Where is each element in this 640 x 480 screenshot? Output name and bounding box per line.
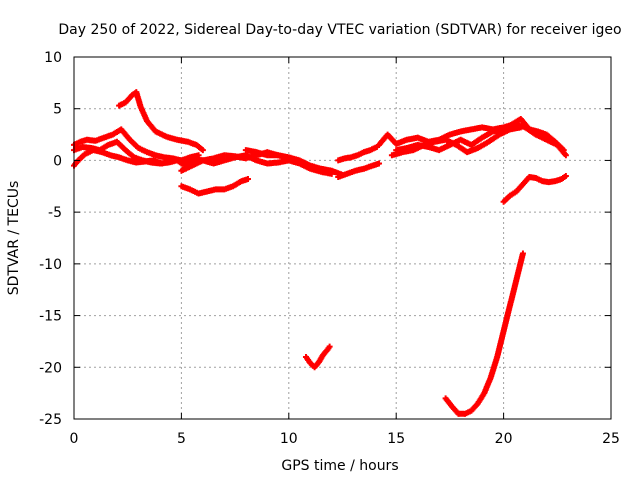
data-point (562, 172, 569, 179)
series-trace (115, 140, 128, 152)
series-trace (79, 137, 89, 145)
series-arc-morning-peak (116, 89, 206, 154)
y-axis-label: SDTVAR / TECUs (6, 181, 22, 296)
data-point (560, 147, 567, 154)
y-tick-label: -5 (48, 205, 62, 221)
series-trace (501, 303, 513, 333)
series-arc-afternoon-b (393, 116, 567, 154)
series-trace (128, 137, 141, 150)
series-arc-evening (500, 172, 569, 205)
series-arc-afternoon-c (388, 124, 524, 159)
x-tick-label: 20 (495, 431, 513, 447)
series-trace (463, 408, 473, 417)
data-point (244, 176, 251, 183)
series-trace (494, 329, 507, 359)
series-arc-midday-c (178, 176, 251, 197)
series-trace (362, 147, 372, 155)
data-point (562, 152, 569, 159)
y-tick-label: -25 (39, 412, 62, 428)
data-point (376, 160, 383, 167)
chart-title: Day 250 of 2022, Sidereal Day-to-day VTE… (58, 22, 621, 38)
data-point (517, 124, 524, 131)
data-point (199, 147, 206, 154)
x-tick-label: 15 (387, 431, 405, 447)
series-trace (514, 182, 525, 194)
y-tick-label: -10 (39, 257, 62, 273)
series-trace (547, 178, 557, 185)
series-arc-noon-b (335, 160, 383, 180)
series-trace (560, 174, 568, 181)
data-points (71, 89, 569, 417)
series-trace (117, 100, 127, 108)
data-point (159, 160, 166, 167)
y-tick-label: 10 (44, 50, 62, 66)
series-trace (457, 410, 467, 417)
series-trace (534, 175, 544, 184)
grid (74, 57, 611, 419)
series-trace (518, 117, 532, 132)
series-trace (553, 140, 566, 152)
series-trace (528, 174, 538, 181)
series-arc-early-c (71, 147, 166, 169)
data-point (519, 250, 526, 257)
y-tick-label: 0 (53, 153, 62, 169)
series-trace (145, 119, 158, 134)
series-trace (308, 361, 317, 369)
series-trace (123, 148, 136, 160)
series-trace (336, 155, 346, 163)
series-trace (371, 161, 381, 169)
axis-ticks: 0 5 10 15 20 25 -25 -20 -15 -10 -5 0 5 10 (39, 50, 620, 447)
series-trace (443, 396, 454, 409)
x-tick-label: 10 (280, 431, 298, 447)
series-trace (312, 360, 321, 369)
y-tick-label: 5 (53, 102, 62, 118)
series-trace (72, 139, 82, 148)
data-point (326, 343, 333, 350)
series-arc-midday-d (242, 147, 346, 178)
x-tick-label: 25 (602, 431, 620, 447)
series-trace (119, 127, 132, 142)
series-trace (240, 176, 250, 184)
series-trace (123, 93, 134, 105)
series-trace (304, 355, 313, 365)
series-trace (507, 278, 520, 307)
series-trace (349, 152, 359, 160)
series-trace (450, 404, 461, 416)
series-trace (540, 178, 551, 185)
series-trace (72, 158, 81, 168)
series-trace (469, 401, 480, 413)
series-trace (553, 176, 563, 184)
x-axis-label: GPS time / hours (281, 458, 398, 474)
series-trace (488, 355, 500, 379)
series-trace (343, 154, 353, 162)
series-trace (369, 144, 379, 153)
series-trace (356, 149, 366, 158)
series-trace (513, 252, 526, 281)
series-trace (76, 152, 87, 163)
y-tick-label: -15 (39, 309, 62, 325)
plot-frame (73, 56, 612, 420)
series-trace (544, 132, 557, 144)
x-tick-label: 0 (70, 431, 79, 447)
series-trace (321, 348, 330, 357)
series-arc-low-short (302, 343, 333, 371)
series-arc-late-drop (442, 250, 526, 417)
y-tick-label: -20 (39, 360, 62, 376)
series-trace (130, 90, 138, 98)
series-trace (508, 189, 518, 198)
series-arc-noon-a (335, 143, 380, 164)
series-trace (501, 193, 512, 204)
x-tick-label: 5 (177, 431, 186, 447)
